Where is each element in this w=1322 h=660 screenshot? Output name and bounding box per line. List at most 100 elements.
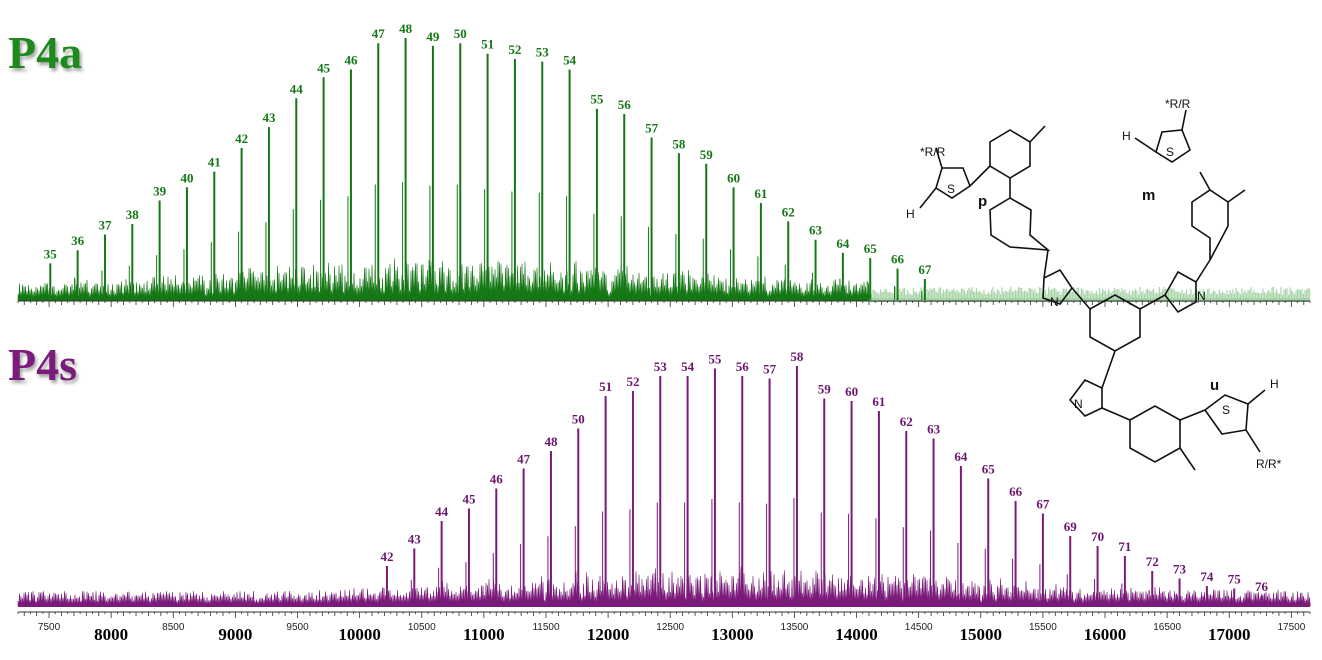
peak-label-70: 70: [1091, 529, 1104, 544]
peak-label-63: 63: [927, 422, 941, 437]
peak-label-47: 47: [372, 26, 386, 41]
peak-label-45: 45: [317, 60, 331, 75]
peak-label-51: 51: [599, 379, 612, 394]
peak-label-47: 47: [517, 452, 531, 467]
structure-subscript-m: m: [1142, 187, 1155, 204]
peak-label-57: 57: [645, 121, 659, 136]
structure-label-h-bottom: H: [1270, 377, 1279, 391]
peak-label-40: 40: [180, 170, 193, 185]
x-tick-label-minor: 12500: [656, 622, 684, 633]
peak-label-54: 54: [563, 52, 577, 67]
x-tick-label-minor: 9500: [286, 622, 309, 633]
spectrum-baseline-noise: [17, 566, 1311, 607]
chemical-structure: *R/R *R/R R/R* H H H S S S N N N p m u: [906, 97, 1282, 471]
peak-label-50: 50: [572, 412, 585, 427]
structure-label-rr-right: *R/R: [1165, 97, 1191, 111]
peak-label-62: 62: [782, 204, 795, 219]
peak-label-67: 67: [1036, 497, 1050, 512]
peak-label-54: 54: [681, 359, 695, 374]
peak-label-44: 44: [435, 504, 449, 519]
structure-label-h-left: H: [906, 207, 915, 221]
x-tick-label-minor: 8500: [162, 622, 185, 633]
peak-label-73: 73: [1173, 562, 1187, 577]
x-tick-label-major: 15000: [960, 625, 1003, 644]
peak-label-65: 65: [982, 462, 996, 477]
peak-label-52: 52: [508, 42, 521, 57]
peak-label-53: 53: [654, 359, 668, 374]
peak-label-74: 74: [1200, 569, 1214, 584]
peak-label-55: 55: [590, 92, 604, 107]
peak-label-65: 65: [864, 241, 878, 256]
bottom-peak-labels: 42 43 44 45 46 47 48 50 51 52 53 54 55 56 57 58 59 60 61 62…: [380, 349, 1268, 594]
peak-label-44: 44: [290, 81, 304, 96]
structure-label-s-bottom: S: [1222, 403, 1230, 417]
x-tick-label-major: 10000: [338, 625, 381, 644]
peak-label-61: 61: [872, 394, 885, 409]
peak-label-64: 64: [836, 236, 850, 251]
structure-label-n-bottom: N: [1074, 397, 1083, 411]
peak-label-48: 48: [544, 434, 558, 449]
top-peak-labels: 35 36 37 38 39 40 41 42 43 44 45 46 47 48 49 50 51 52 53 54…: [44, 21, 932, 277]
panel-title-p4s: P4s: [8, 339, 77, 390]
peak-label-72: 72: [1146, 554, 1159, 569]
peak-label-60: 60: [845, 384, 858, 399]
x-tick-label-major: 8000: [94, 625, 128, 644]
x-tick-label-minor: 15500: [1029, 622, 1057, 633]
peak-label-67: 67: [918, 262, 932, 277]
x-tick-label-major: 11000: [463, 625, 505, 644]
peak-label-48: 48: [399, 21, 413, 36]
spectrum-baseline-noise: [17, 258, 870, 301]
peak-label-64: 64: [954, 449, 968, 464]
structure-label-s-right: S: [1166, 145, 1174, 159]
peak-label-46: 46: [490, 472, 504, 487]
peak-label-66: 66: [1009, 484, 1023, 499]
x-tick-label-minor: 14500: [905, 622, 933, 633]
peak-label-61: 61: [754, 186, 767, 201]
panel-title-p4a: P4a: [8, 27, 83, 78]
x-tick-label-major: 17000: [1208, 625, 1251, 644]
peak-label-59: 59: [818, 382, 832, 397]
peak-label-69: 69: [1064, 519, 1078, 534]
peak-label-59: 59: [700, 147, 714, 162]
peak-label-56: 56: [618, 97, 632, 112]
structure-label-n-left: N: [1050, 295, 1059, 309]
peak-label-75: 75: [1228, 572, 1242, 587]
peak-label-55: 55: [708, 352, 722, 367]
x-tick-label-major: 12000: [587, 625, 630, 644]
x-tick-label-minor: 17500: [1277, 622, 1305, 633]
x-tick-label-minor: 16500: [1153, 622, 1181, 633]
structure-label-rr-bottom: R/R*: [1256, 457, 1282, 471]
peak-label-38: 38: [126, 207, 140, 222]
peak-label-42: 42: [235, 131, 248, 146]
x-tick-label-major: 16000: [1084, 625, 1127, 644]
structure-label-h-right: H: [1122, 129, 1131, 143]
peak-label-49: 49: [426, 29, 440, 44]
peak-label-46: 46: [344, 52, 358, 67]
x-tick-label-major: 9000: [218, 625, 252, 644]
peak-label-35: 35: [44, 246, 58, 261]
peak-label-58: 58: [790, 349, 804, 364]
peak-label-51: 51: [481, 37, 494, 52]
x-tick-label-minor: 11500: [532, 622, 560, 633]
peak-label-43: 43: [408, 532, 422, 547]
x-tick-label-minor: 7500: [38, 622, 61, 633]
x-tick-label-major: 14000: [835, 625, 878, 644]
top-spectrum-peaks: [46, 38, 926, 300]
peak-label-37: 37: [98, 218, 112, 233]
peak-label-58: 58: [672, 136, 686, 151]
structure-subscript-u: u: [1210, 377, 1219, 394]
x-tick-label-minor: 13500: [781, 622, 809, 633]
peak-label-43: 43: [262, 110, 276, 125]
peak-label-45: 45: [462, 492, 476, 507]
peak-label-39: 39: [153, 183, 167, 198]
peak-label-57: 57: [763, 362, 777, 377]
structure-subscript-p: p: [978, 193, 987, 210]
x-tick-label-major: 13000: [711, 625, 754, 644]
peak-label-76: 76: [1255, 579, 1269, 594]
peak-label-36: 36: [71, 233, 85, 248]
peak-label-56: 56: [736, 359, 750, 374]
peak-label-63: 63: [809, 223, 823, 238]
structure-label-s-left: S: [947, 182, 955, 196]
x-tick-label-minor: 10500: [408, 622, 436, 633]
